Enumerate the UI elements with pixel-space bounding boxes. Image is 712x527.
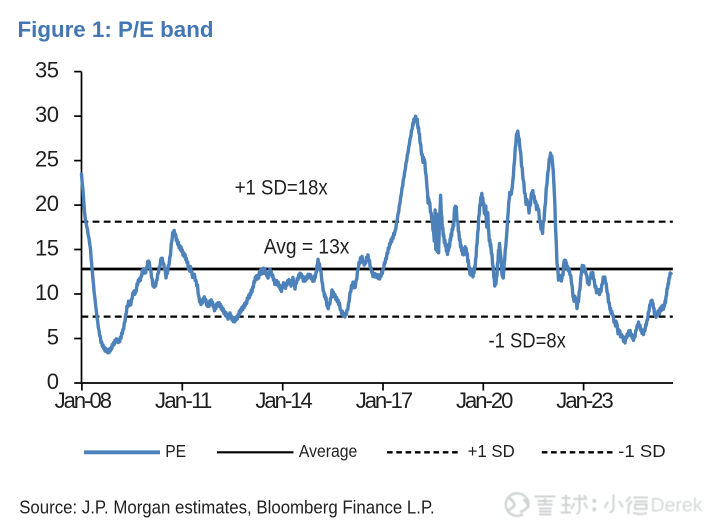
svg-text:0: 0 — [47, 369, 59, 394]
svg-text:Jan-08: Jan-08 — [55, 388, 112, 413]
svg-text:+1 SD: +1 SD — [468, 441, 515, 461]
svg-text:Jan-23: Jan-23 — [556, 388, 613, 413]
svg-text:35: 35 — [35, 58, 59, 83]
svg-text:Figure 1: P/E band: Figure 1: P/E band — [18, 17, 214, 42]
svg-text:Source: J.P. Morgan estimates,: Source: J.P. Morgan estimates, Bloomberg… — [19, 497, 435, 517]
svg-text:Jan-11: Jan-11 — [155, 388, 212, 413]
svg-text:5: 5 — [47, 324, 59, 349]
svg-text:-1 SD=8x: -1 SD=8x — [489, 329, 567, 352]
svg-text:Jan-14: Jan-14 — [255, 388, 312, 413]
svg-text:20: 20 — [35, 191, 59, 216]
svg-text:Avg = 13x: Avg = 13x — [264, 236, 350, 259]
svg-text:Average: Average — [299, 441, 357, 461]
svg-text:+1 SD=18x: +1 SD=18x — [235, 177, 328, 200]
svg-text:Derek: Derek — [651, 495, 703, 517]
svg-text:10: 10 — [35, 280, 59, 305]
svg-text:Jan-20: Jan-20 — [456, 388, 513, 413]
svg-text:-1 SD: -1 SD — [618, 441, 665, 461]
svg-text:30: 30 — [35, 102, 59, 127]
svg-text:25: 25 — [35, 147, 59, 172]
svg-text:PE: PE — [165, 441, 186, 461]
svg-text:15: 15 — [35, 235, 59, 260]
svg-text:Jan-17: Jan-17 — [356, 388, 413, 413]
